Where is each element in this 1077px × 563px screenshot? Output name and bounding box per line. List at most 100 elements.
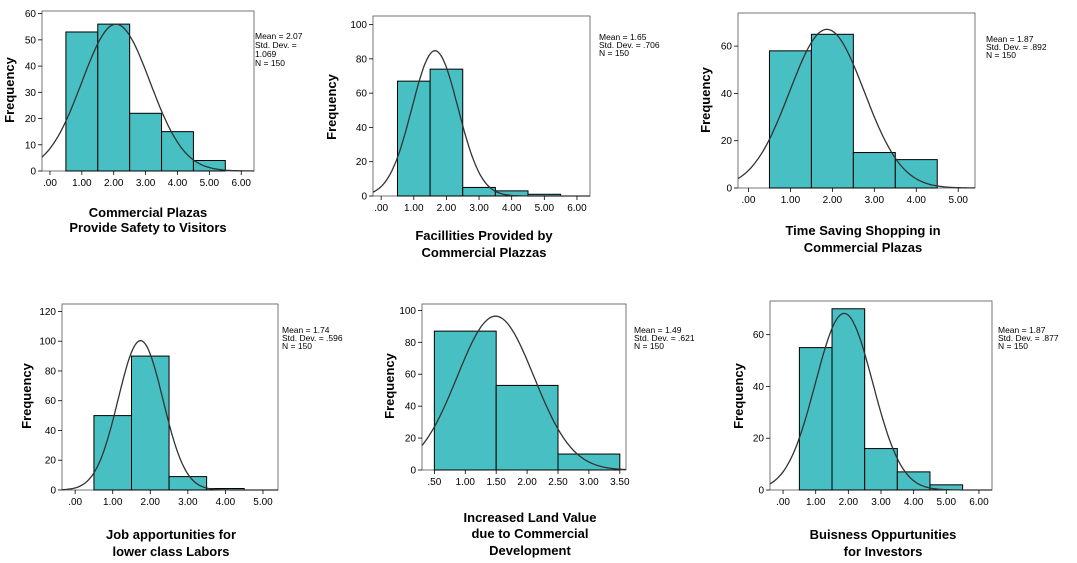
histogram-bar-2 <box>98 24 130 171</box>
x-tick-label: 5.00 <box>937 497 957 508</box>
y-tick-label: 40 <box>356 123 368 134</box>
y-tick-label: 0 <box>30 167 36 178</box>
x-tick-label: 2.00 <box>517 477 537 488</box>
y-tick-label: 80 <box>45 366 57 377</box>
x-axis-label-line: Provide Safety to Visitors <box>69 220 226 235</box>
x-tick-label: 2.00 <box>104 178 124 189</box>
x-tick-label: 2.00 <box>437 203 457 214</box>
y-tick-label: 20 <box>25 114 37 125</box>
x-tick-label: 5.00 <box>535 203 555 214</box>
y-tick-label: 20 <box>356 157 368 168</box>
histogram-bar-4 <box>895 160 937 188</box>
histogram-bar-1 <box>769 51 811 188</box>
x-tick-label: .50 <box>427 477 441 488</box>
x-tick-label: 4.00 <box>502 203 522 214</box>
x-tick-label: 1.50 <box>486 477 506 488</box>
y-tick-label: 40 <box>721 89 733 100</box>
x-tick-label: 3.00 <box>178 497 198 508</box>
x-tick-label: 4.00 <box>168 178 188 189</box>
histogram-bar-2 <box>496 385 558 470</box>
y-tick-label: 60 <box>45 396 57 407</box>
y-tick-label: 60 <box>356 89 368 100</box>
y-tick-label: 40 <box>405 402 417 413</box>
y-tick-label: 0 <box>361 192 367 203</box>
x-axis-label-line: due to Commercial <box>471 526 588 541</box>
histogram-panel-2: 020406080100.001.002.003.004.005.006.00F… <box>324 16 660 260</box>
x-tick-label: .00 <box>776 497 790 508</box>
y-tick-label: 120 <box>39 307 56 318</box>
x-tick-label: 6.00 <box>969 497 989 508</box>
histogram-panel-1: 0102030405060.001.002.003.004.005.006.00… <box>2 9 303 235</box>
x-tick-label: .00 <box>43 178 57 189</box>
x-tick-label: 2.00 <box>823 195 843 206</box>
x-axis-label-line: for Investors <box>844 544 923 559</box>
histogram-bar-4 <box>162 132 194 171</box>
histogram-bar-3 <box>169 477 207 490</box>
x-tick-label: 3.00 <box>469 203 489 214</box>
x-tick-label: 5.00 <box>948 195 968 206</box>
histogram-bar-1 <box>94 416 132 490</box>
y-tick-label: 20 <box>753 434 765 445</box>
y-tick-label: 60 <box>721 42 733 53</box>
y-axis-label: Frequency <box>731 362 746 429</box>
y-axis-label: Frequency <box>382 352 397 419</box>
x-tick-label: .00 <box>68 497 82 508</box>
y-axis-label: Frequency <box>698 66 713 133</box>
histogram-bar-1 <box>397 81 430 196</box>
x-tick-label: 1.00 <box>404 203 424 214</box>
y-tick-label: 100 <box>399 306 416 317</box>
y-tick-label: 100 <box>39 337 56 348</box>
y-tick-label: 0 <box>410 466 416 477</box>
histogram-bar-1 <box>799 348 832 490</box>
y-tick-label: 30 <box>25 88 37 99</box>
y-axis-label: Frequency <box>324 73 339 140</box>
x-tick-label: 6.00 <box>567 203 587 214</box>
histogram-bar-2 <box>430 69 463 196</box>
histogram-panel-4: 020406080100120.001.002.003.004.005.00Fr… <box>19 304 343 559</box>
stats-legend-line: N = 150 <box>634 341 664 351</box>
x-tick-label: 3.00 <box>136 178 156 189</box>
x-tick-label: 1.00 <box>456 477 476 488</box>
histogram-panel-6: 0204060.001.002.003.004.005.006.00Freque… <box>731 301 1059 559</box>
x-axis-label-line: Facillities Provided by <box>415 228 553 243</box>
stats-legend-line: N = 150 <box>998 341 1028 351</box>
x-tick-label: 1.00 <box>781 195 801 206</box>
y-tick-label: 0 <box>50 486 56 497</box>
x-axis-label-line: Commercial Plazas <box>804 240 923 255</box>
histogram-bar-2 <box>811 34 853 188</box>
x-tick-label: 2.50 <box>548 477 568 488</box>
y-axis-label: Frequency <box>19 362 34 429</box>
x-tick-label: .00 <box>374 203 388 214</box>
x-axis-label-line: Increased Land Value <box>464 510 597 525</box>
y-axis-label: Frequency <box>2 56 17 123</box>
x-tick-label: 3.00 <box>865 195 885 206</box>
x-tick-label: .00 <box>742 195 756 206</box>
y-tick-label: 50 <box>25 35 37 46</box>
y-tick-label: 40 <box>25 62 37 73</box>
y-tick-label: 60 <box>405 370 417 381</box>
x-axis-label-line: Commercial Plazzas <box>421 245 546 260</box>
histogram-bar-3 <box>865 449 898 490</box>
y-tick-label: 20 <box>45 456 57 467</box>
x-tick-label: 5.00 <box>253 497 273 508</box>
stats-legend-line: N = 150 <box>255 58 285 68</box>
stats-legend-line: N = 150 <box>282 341 312 351</box>
histogram-panel-3: 0 20 40 60 .00 1.00 2.00 3.00 4.00 5.00 Frequency T… <box>698 13 1047 255</box>
y-tick-label: 100 <box>350 20 367 31</box>
x-tick-label: 1.00 <box>103 497 123 508</box>
x-tick-label: 4.00 <box>904 497 924 508</box>
x-tick-label: 4.00 <box>216 497 236 508</box>
y-tick-label: 20 <box>721 136 733 147</box>
x-axis-label-line: Buisness Oppurtunities <box>810 527 957 542</box>
x-tick-label: 1.00 <box>806 497 826 508</box>
y-tick-label: 40 <box>45 426 57 437</box>
x-axis-label-line: Time Saving Shopping in <box>785 223 940 238</box>
y-tick-label: 40 <box>753 382 765 393</box>
x-tick-label: 4.00 <box>907 195 927 206</box>
y-tick-label: 0 <box>758 486 764 497</box>
x-tick-label: 5.00 <box>200 178 220 189</box>
y-tick-label: 0 <box>726 184 732 195</box>
x-axis-label-line: Development <box>489 543 571 558</box>
histogram-bar-3 <box>853 153 895 188</box>
